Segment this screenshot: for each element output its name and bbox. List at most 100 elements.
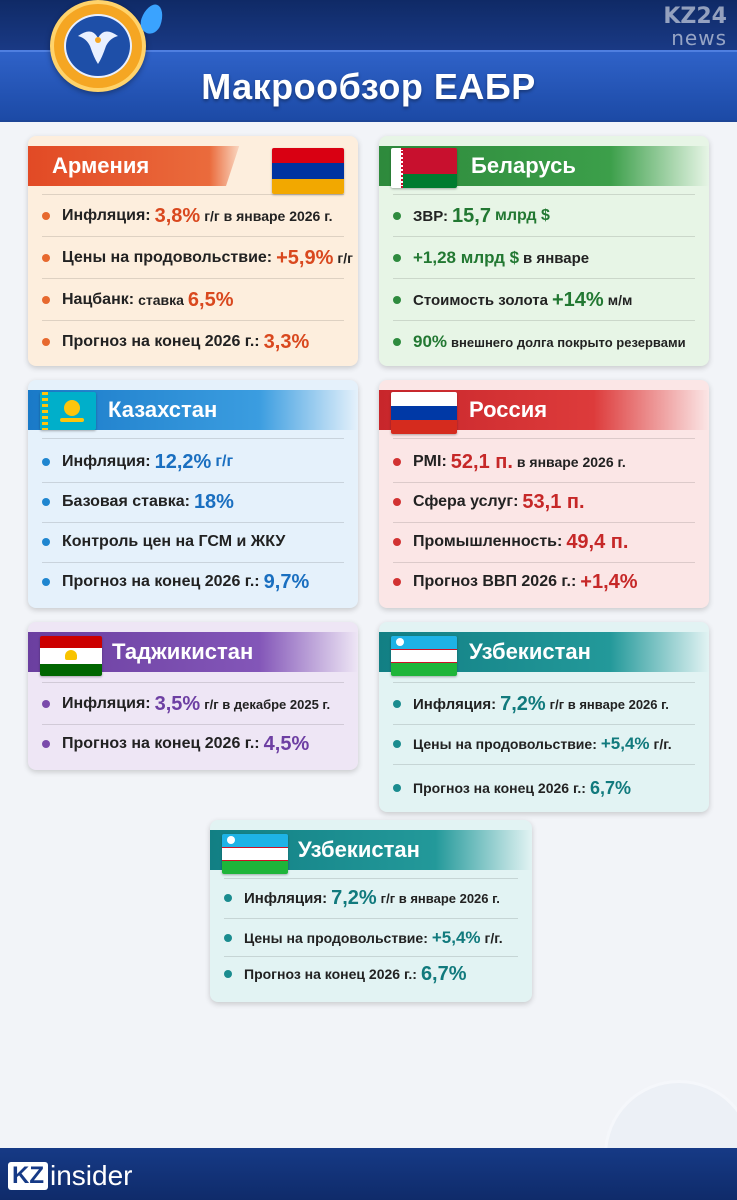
row-value: +14%: [552, 288, 604, 311]
divider: [393, 438, 695, 439]
card-armenia: Армения Инфляция: 3,8% г/г в январе 2026…: [28, 136, 358, 366]
bullet-icon: [224, 894, 232, 902]
row-label: Промышленность:: [413, 533, 563, 550]
country-name: Беларусь: [471, 153, 576, 178]
card-belarus: Беларусь ЗВР: 15,7 млрд $ +1,28 млрд $ в…: [379, 136, 709, 366]
bullet-icon: [42, 740, 50, 748]
row-value: 6,7%: [589, 777, 631, 798]
row-label: Инфляция:: [62, 453, 151, 470]
bullet-icon: [42, 538, 50, 546]
divider: [393, 522, 695, 523]
row-value: +5,9%: [276, 246, 334, 269]
card-tajikistan: Таджикистан Инфляция: 3,5% г/г в декабре…: [28, 622, 358, 770]
divider: [42, 194, 344, 195]
bullet-icon: [42, 338, 50, 346]
row-value: 52,1 п.: [450, 450, 513, 473]
list-item: Стоимость золота +14% м/м: [379, 280, 709, 320]
row-suffix: г/г в декабре 2025 г.: [204, 696, 331, 712]
list-item: Инфляция: 3,8% г/г в январе 2026 г.: [28, 196, 358, 236]
divider: [393, 482, 695, 483]
row-value: 7,2%: [500, 692, 546, 715]
divider: [393, 236, 695, 237]
list-item: Инфляция: 7,2% г/г в январе 2026 г.: [210, 878, 532, 918]
row-label: ЗВР:: [413, 207, 449, 225]
country-name: Таджикистан: [112, 639, 254, 664]
list-item: Сфера услуг: 53,1 п.: [379, 482, 709, 522]
bullet-icon: [393, 212, 401, 220]
list-item: Цены на продовольствие: +5,4% г/г.: [379, 724, 709, 764]
row-label: PMI:: [413, 453, 447, 470]
divider: [42, 236, 344, 237]
uzbekistan-flag-icon: [391, 636, 457, 676]
row-label: Прогноз на конец 2026 г.:: [62, 735, 260, 752]
kazakhstan-flag-icon: [40, 392, 96, 430]
country-name: Россия: [469, 397, 548, 422]
list-item: Контроль цен на ГСМ и ЖКУ: [28, 522, 358, 562]
row-value: 53,1 п.: [522, 490, 585, 513]
bullet-icon: [224, 934, 232, 942]
eagle-emblem-logo: [50, 0, 146, 92]
row-label: Прогноз на конец 2026 г.:: [62, 573, 260, 590]
eagle-icon: [64, 14, 132, 78]
row-label: 90%: [413, 332, 448, 351]
row-suffix: г/г: [337, 250, 353, 266]
row-label: Прогноз на конец 2026 г.:: [244, 966, 417, 982]
bullet-icon: [42, 458, 50, 466]
card-uzbekistan-duplicate: Узбекистан Инфляция: 7,2% г/г в январе 2…: [210, 820, 532, 1002]
row-suffix: г/г в январе 2026 г.: [380, 890, 500, 906]
divider: [42, 522, 344, 523]
divider: [224, 956, 518, 957]
list-item: +1,28 млрд $ в январе: [379, 238, 709, 278]
list-item: Прогноз на конец 2026 г.: 6,7%: [379, 768, 709, 808]
row-value: 7,2%: [331, 886, 377, 909]
row-label: Инфляция:: [62, 207, 151, 224]
divider: [393, 562, 695, 563]
list-item: PMI: 52,1 п. в январе 2026 г.: [379, 442, 709, 482]
kzinsider-logo[interactable]: KZ insider: [8, 1162, 132, 1190]
card-kazakhstan: Казахстан Инфляция: 12,2% г/г Базовая ст…: [28, 380, 358, 608]
uzbekistan-flag-icon: [222, 834, 288, 874]
armenia-flag-icon: [272, 148, 344, 194]
russia-flag-icon: [391, 392, 457, 434]
divider: [393, 194, 695, 195]
list-item: Прогноз ВВП 2026 г.: +1,4%: [379, 562, 709, 602]
row-value: 49,4 п.: [566, 530, 629, 553]
row-label: Прогноз ВВП 2026 г.:: [413, 573, 577, 590]
footer-bar: [0, 1148, 737, 1200]
divider: [42, 682, 344, 683]
card-uzbekistan: Узбекистан Инфляция: 7,2% г/г в январе 2…: [379, 622, 709, 812]
row-suffix: г/г в январе 2026 г.: [549, 696, 669, 712]
list-item: Инфляция: 3,5% г/г в декабре 2025 г.: [28, 684, 358, 724]
divider: [393, 682, 695, 683]
row-value: 3,8%: [154, 204, 201, 227]
list-item: Прогноз на конец 2026 г.: 9,7%: [28, 562, 358, 602]
card-header: Армения: [28, 146, 240, 186]
country-name: Казахстан: [108, 397, 218, 422]
list-item: Промышленность: 49,4 п.: [379, 522, 709, 562]
row-label: Инфляция:: [62, 695, 151, 712]
bullet-icon: [224, 970, 232, 978]
brand-insider: insider: [50, 1160, 133, 1191]
row-value: 6,7%: [420, 962, 467, 985]
header-banner: Макрообзор ЕАБР KZ24 news: [0, 0, 737, 122]
row-label: Стоимость золота: [413, 291, 548, 309]
row-value: 3,3%: [263, 330, 310, 353]
bullet-icon: [42, 498, 50, 506]
row-value: +1,4%: [580, 570, 638, 593]
list-item: Прогноз на конец 2026 г.: 3,3%: [28, 322, 358, 362]
list-item: Нацбанк: ставка 6,5%: [28, 280, 358, 320]
row-value: 15,7: [452, 204, 491, 227]
row-suffix: г/г.: [484, 930, 503, 946]
bullet-icon: [393, 458, 401, 466]
row-suffix: млрд $: [494, 207, 550, 224]
row-suffix: г/г.: [653, 736, 672, 752]
row-label: Сфера услуг:: [413, 493, 519, 510]
bullet-icon: [393, 578, 401, 586]
row-prefix: ставка: [138, 292, 184, 308]
row-suffix: г/г в январе 2026 г.: [204, 208, 333, 224]
row-value: 12,2%: [154, 450, 212, 473]
list-item: Цены на продовольствие: +5,9% г/г: [28, 238, 358, 278]
row-value: 18%: [193, 490, 234, 513]
row-label: Цены на продовольствие:: [413, 736, 597, 752]
tajikistan-flag-icon: [40, 636, 102, 676]
